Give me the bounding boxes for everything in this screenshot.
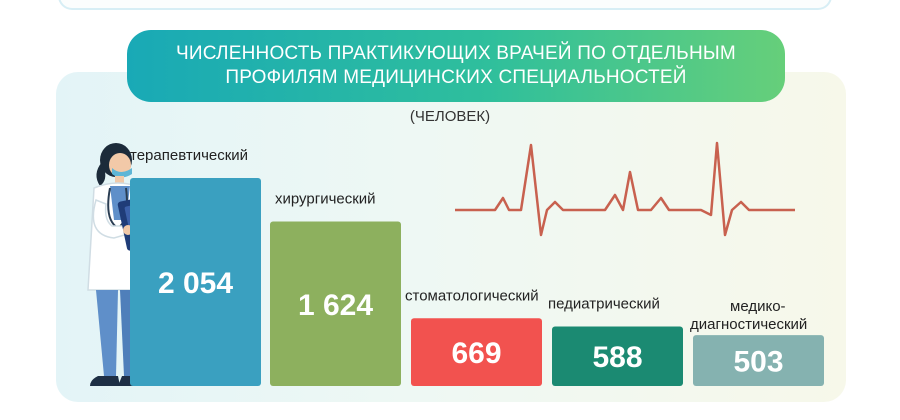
bar-3: [411, 318, 542, 386]
page-title: ЧИСЛЕННОСТЬ ПРАКТИКУЮЩИХ ВРАЧЕЙ ПО ОТДЕЛ…: [176, 43, 736, 88]
unit-label: (ЧЕЛОВЕК): [409, 108, 491, 125]
bar-value-label: 1 624: [298, 289, 373, 322]
category-label: хирургический: [275, 191, 376, 208]
category-label: педиатрический: [548, 295, 660, 312]
bar-2: [270, 221, 401, 386]
category-label: терапевтический: [130, 147, 248, 164]
bar-value-label: 669: [451, 337, 501, 370]
category-label: стоматологический: [405, 287, 539, 304]
category-label: медико-диагностический: [690, 298, 807, 333]
bar-value-label: 503: [733, 346, 783, 379]
heartbeat-line-icon: [455, 141, 795, 237]
bar-1: [130, 178, 261, 386]
bar-value-label: 2 054: [158, 267, 233, 300]
bar-5: [693, 335, 824, 386]
title-banner: ЧИСЛЕННОСТЬ ПРАКТИКУЮЩИХ ВРАЧЕЙ ПО ОТДЕЛ…: [127, 30, 785, 102]
bar-value-label: 588: [592, 341, 642, 374]
bar-4: [552, 326, 683, 386]
